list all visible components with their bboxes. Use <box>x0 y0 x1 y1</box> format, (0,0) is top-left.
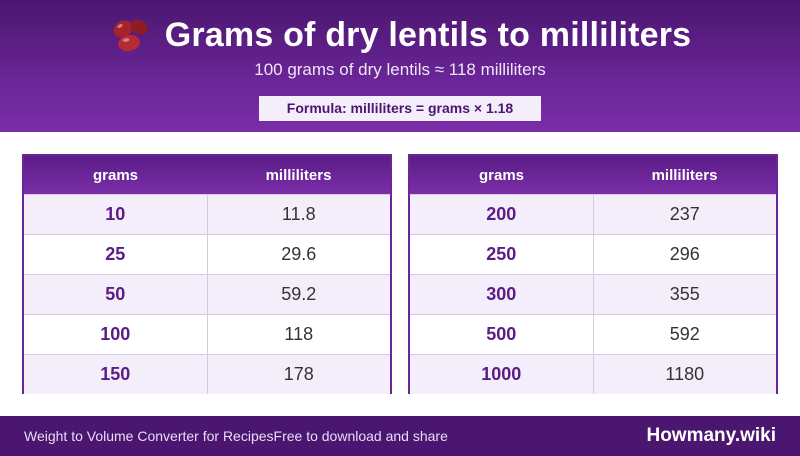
column-header-milliliters: milliliters <box>651 166 718 184</box>
table-row: 150 178 <box>24 354 390 394</box>
milliliters-cell: 11.8 <box>281 204 316 224</box>
milliliters-cell: 355 <box>669 284 700 304</box>
grams-cell: 10 <box>24 195 208 234</box>
milliliters-cell: 592 <box>669 324 700 344</box>
milliliters-cell: 1180 <box>665 364 705 384</box>
formula-badge: Formula: milliliters = grams × 1.18 <box>259 96 541 121</box>
grams-cell: 500 <box>410 315 594 354</box>
milliliters-cell: 178 <box>283 364 314 384</box>
column-header-milliliters: milliliters <box>265 166 332 184</box>
beans-icon <box>113 19 148 52</box>
conversion-table-left: grams milliliters 10 11.8 25 29.6 50 59.… <box>22 154 392 394</box>
grams-cell: 50 <box>24 275 208 314</box>
header: Grams of dry lentils to milliliters 100 … <box>0 0 800 132</box>
milliliters-cell: 59.2 <box>281 284 317 304</box>
table-row: 50 59.2 <box>24 274 390 314</box>
table-header: grams milliliters <box>24 156 390 194</box>
table-row: 500 592 <box>410 314 776 354</box>
footer: Weight to Volume Converter for RecipesFr… <box>0 416 800 456</box>
milliliters-cell: 237 <box>669 204 700 224</box>
column-header-grams: grams <box>478 166 525 184</box>
brand-logo-text[interactable]: Howmany.wiki <box>646 425 776 446</box>
footer-tagline: Weight to Volume Converter for RecipesFr… <box>24 428 448 444</box>
title-row: Grams of dry lentils to milliliters <box>0 12 800 58</box>
table-row: 10 11.8 <box>24 194 390 234</box>
page-title: Grams of dry lentils to milliliters <box>164 15 692 54</box>
grams-cell: 1000 <box>410 355 594 394</box>
grams-cell: 200 <box>410 195 594 234</box>
grams-cell: 100 <box>24 315 208 354</box>
grams-cell: 300 <box>410 275 594 314</box>
table-row: 1000 1180 <box>410 354 776 394</box>
page-subtitle: 100 grams of dry lentils ≈ 118 millilite… <box>254 60 546 79</box>
grams-cell: 250 <box>410 235 594 274</box>
table-header: grams milliliters <box>410 156 776 194</box>
table-row: 25 29.6 <box>24 234 390 274</box>
grams-cell: 25 <box>24 235 208 274</box>
table-row: 100 118 <box>24 314 390 354</box>
milliliters-cell: 29.6 <box>281 244 317 264</box>
table-row: 250 296 <box>410 234 776 274</box>
milliliters-cell: 118 <box>284 324 314 344</box>
column-header-grams: grams <box>92 166 139 184</box>
grams-cell: 150 <box>24 355 208 394</box>
conversion-table-right: grams milliliters 200 237 250 296 300 35… <box>408 154 778 394</box>
table-row: 300 355 <box>410 274 776 314</box>
milliliters-cell: 296 <box>669 244 700 264</box>
table-row: 200 237 <box>410 194 776 234</box>
